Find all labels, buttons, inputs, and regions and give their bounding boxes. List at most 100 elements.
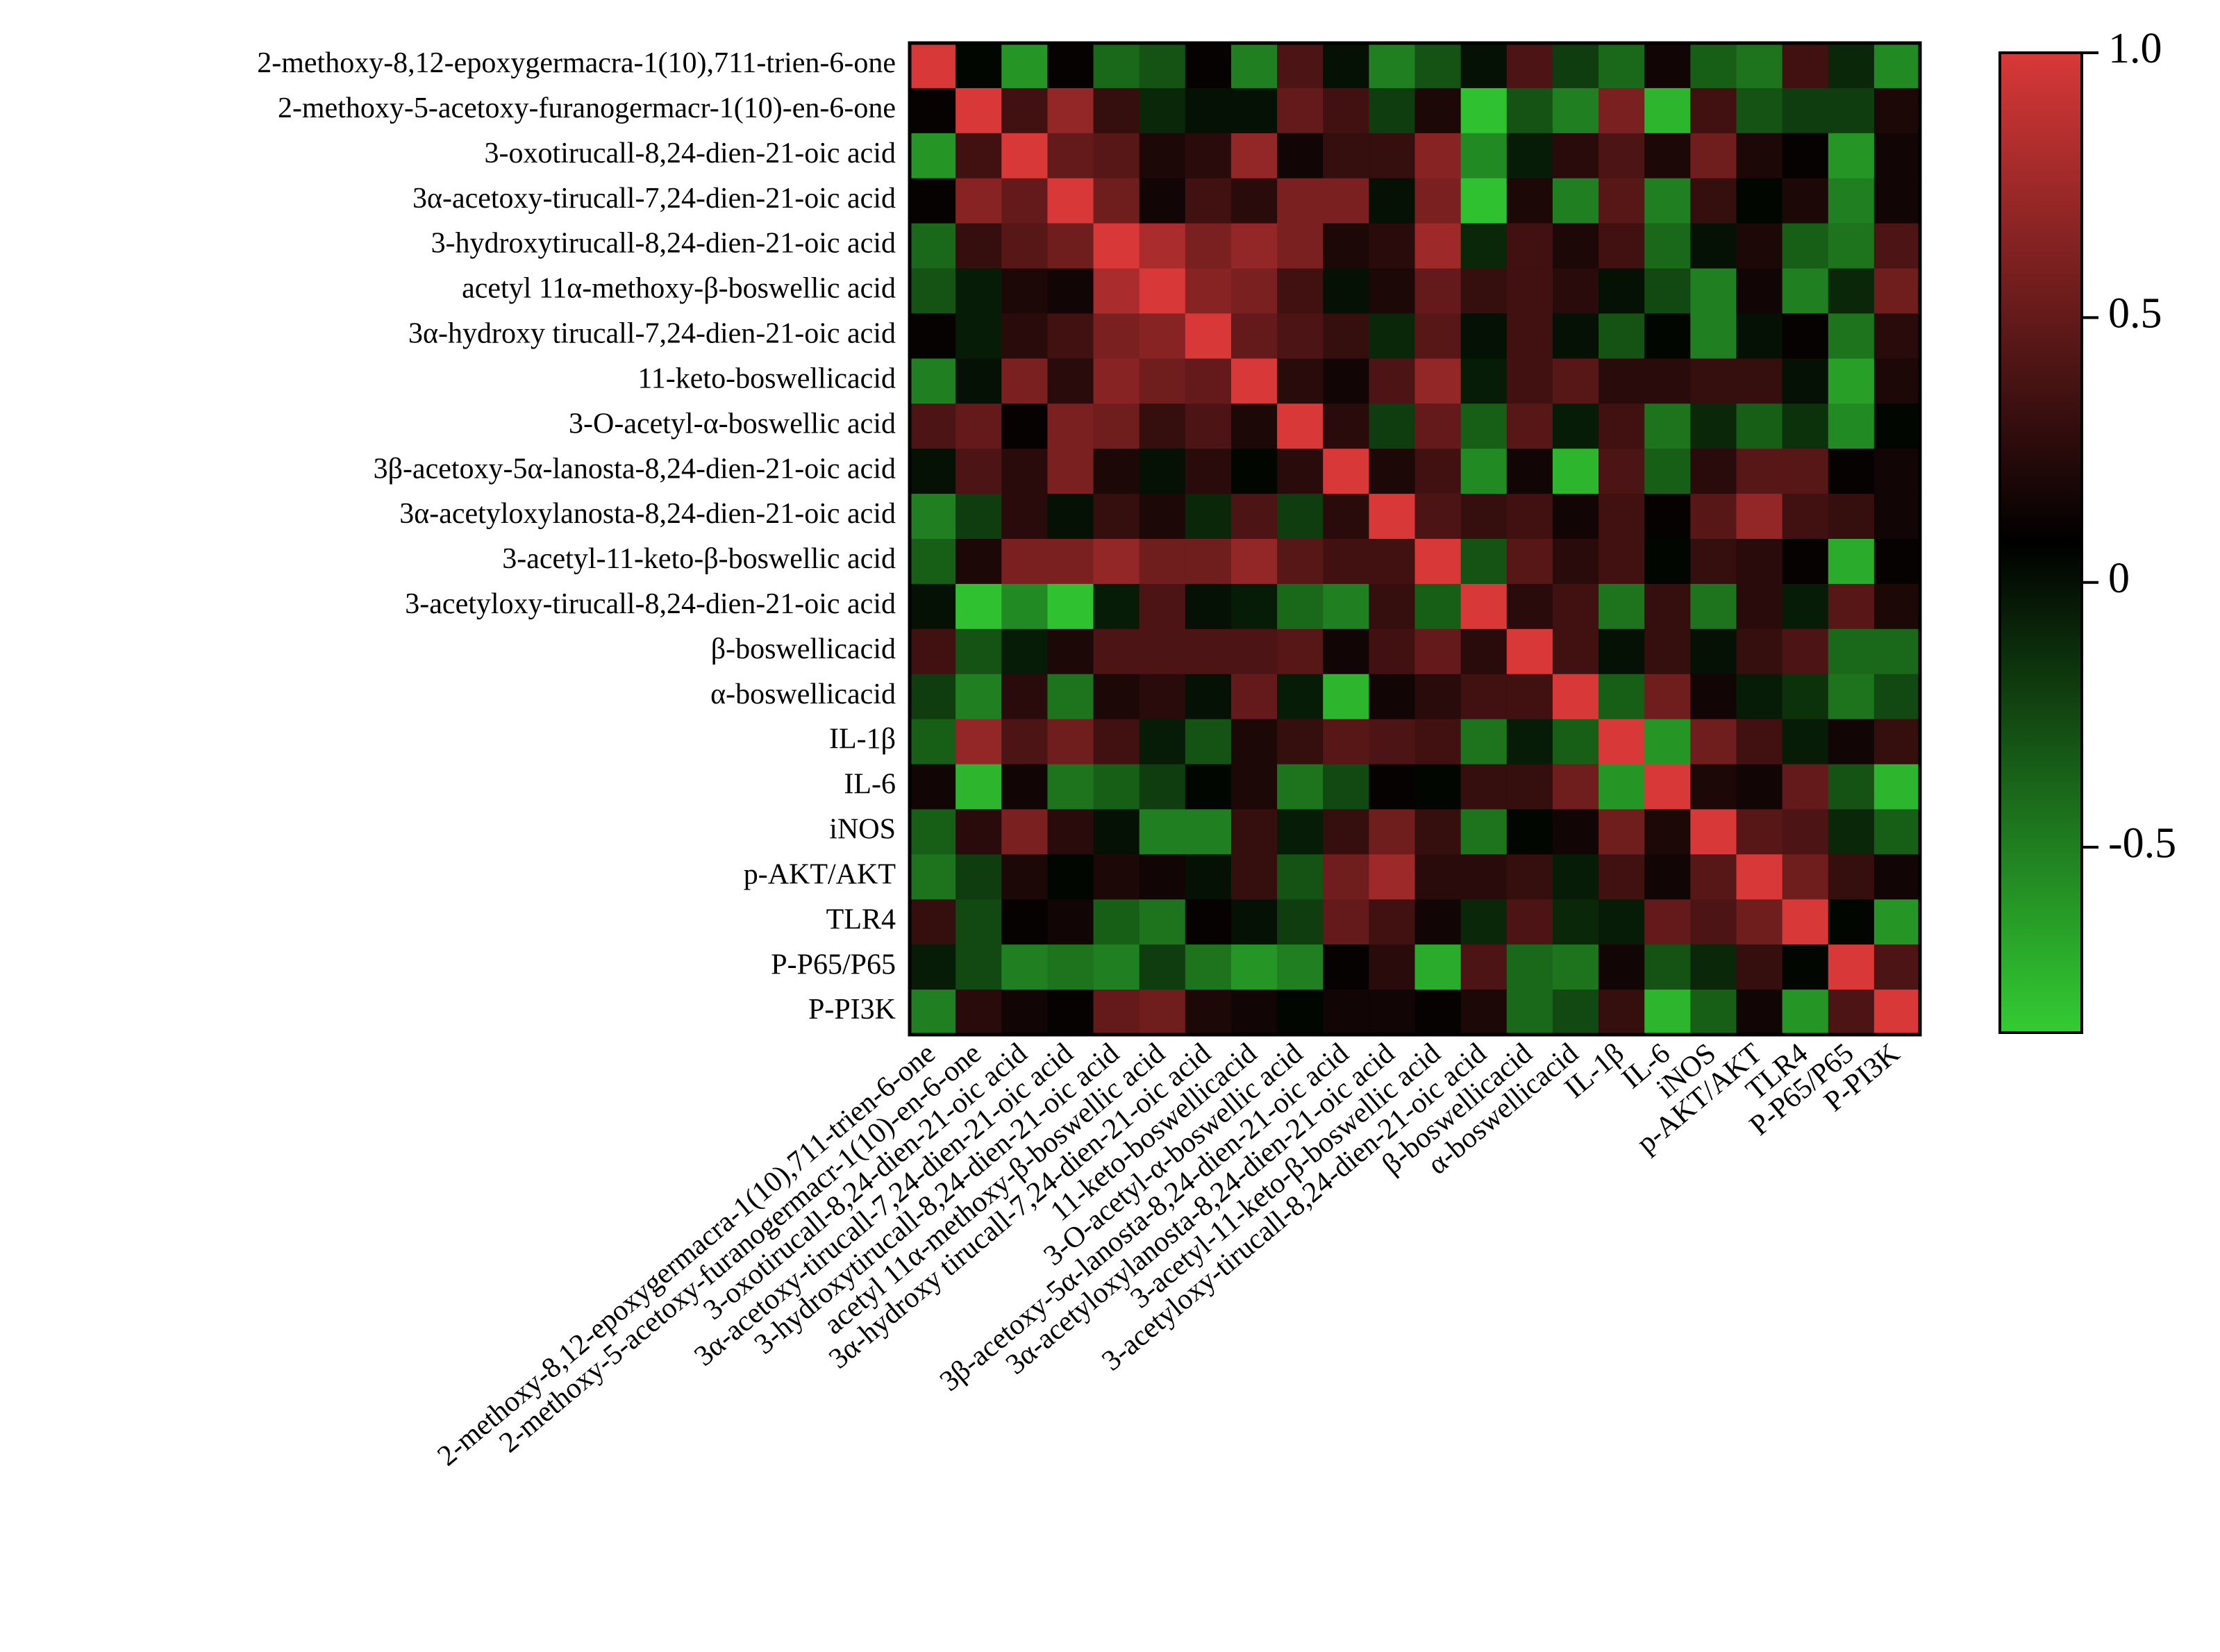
- cell: [1599, 178, 1645, 224]
- cell: [1552, 990, 1599, 1035]
- cell: [1185, 809, 1232, 855]
- cell: [910, 944, 956, 990]
- cell: [1414, 494, 1462, 540]
- cell: [1552, 133, 1599, 179]
- cell: [1460, 719, 1508, 765]
- cell: [1414, 628, 1462, 675]
- cell: [1139, 899, 1186, 945]
- cell: [1369, 133, 1415, 179]
- cell: [1506, 87, 1553, 134]
- cell: [910, 719, 956, 765]
- cell: [1736, 719, 1783, 765]
- cell: [1873, 854, 1921, 900]
- cell: [1185, 764, 1232, 810]
- y-tick-label: 3α-acetoxy-tirucall-7,24-dien-21-oic aci…: [412, 183, 896, 215]
- cell: [1736, 223, 1783, 269]
- cell: [1828, 87, 1875, 134]
- cell: [1369, 358, 1415, 404]
- cell: [1323, 178, 1369, 224]
- y-tick-label: 3-acetyl-11-keto-β-boswellic acid: [502, 543, 896, 575]
- cell: [1506, 899, 1553, 945]
- cell: [1093, 358, 1140, 404]
- cell: [1552, 944, 1599, 990]
- cell: [1599, 899, 1645, 945]
- cell: [910, 223, 956, 269]
- cell: [1506, 223, 1553, 269]
- y-tick-label: 3α-acetyloxylanosta-8,24-dien-21-oic aci…: [399, 498, 896, 530]
- cell: [1782, 944, 1829, 990]
- cell: [955, 583, 1002, 630]
- cell: [1369, 178, 1415, 224]
- cell: [1460, 403, 1508, 449]
- cell: [910, 43, 956, 89]
- cell: [1277, 178, 1324, 224]
- cell: [1644, 628, 1691, 675]
- cell: [1230, 494, 1278, 540]
- cell: [1093, 403, 1140, 449]
- cell: [1323, 313, 1369, 359]
- cell: [1001, 223, 1048, 269]
- cell: [1369, 944, 1415, 990]
- cell: [1644, 809, 1691, 855]
- cell: [1323, 944, 1369, 990]
- cell: [1414, 990, 1462, 1035]
- cell: [1230, 990, 1278, 1035]
- cell: [1736, 268, 1783, 314]
- cell: [1139, 178, 1186, 224]
- cell: [1323, 990, 1369, 1035]
- cell: [1690, 944, 1737, 990]
- cell: [1828, 313, 1875, 359]
- cell: [1047, 764, 1094, 810]
- cell: [1599, 628, 1645, 675]
- cell: [1506, 358, 1553, 404]
- cell: [1230, 719, 1278, 765]
- colorbar-tick-label: 1.0: [2108, 25, 2162, 72]
- cell: [1736, 449, 1783, 494]
- cell: [1782, 87, 1829, 134]
- cell: [1736, 358, 1783, 404]
- cell: [1323, 764, 1369, 810]
- cell: [1782, 133, 1829, 179]
- colorbar-tick-label: 0: [2108, 555, 2130, 602]
- cell: [1828, 133, 1875, 179]
- cell: [1828, 268, 1875, 314]
- cell: [955, 899, 1002, 945]
- cell: [1323, 43, 1369, 89]
- cell: [1277, 403, 1324, 449]
- cell: [1277, 223, 1324, 269]
- cell: [1552, 313, 1599, 359]
- cell: [910, 809, 956, 855]
- cell: [1230, 764, 1278, 810]
- y-tick-label: TLR4: [826, 903, 896, 935]
- cell: [910, 358, 956, 404]
- cell: [1552, 403, 1599, 449]
- cell: [1047, 809, 1094, 855]
- cell: [1323, 674, 1369, 720]
- cell: [1690, 313, 1737, 359]
- cell: [1460, 628, 1508, 675]
- cell: [1093, 43, 1140, 89]
- cell: [1873, 494, 1921, 540]
- cell: [1828, 223, 1875, 269]
- cell: [1460, 223, 1508, 269]
- cell: [1047, 268, 1094, 314]
- cell: [1230, 583, 1278, 630]
- cell: [1782, 358, 1829, 404]
- cell: [955, 719, 1002, 765]
- cell: [955, 854, 1002, 900]
- cell: [910, 764, 956, 810]
- cell: [1414, 268, 1462, 314]
- cell: [1139, 854, 1186, 900]
- cell: [1047, 178, 1094, 224]
- cell: [955, 494, 1002, 540]
- cell: [1093, 854, 1140, 900]
- cell: [1506, 313, 1553, 359]
- cell: [1782, 628, 1829, 675]
- cell: [910, 990, 956, 1035]
- cell: [1185, 628, 1232, 675]
- cell: [1230, 449, 1278, 494]
- cell: [1047, 854, 1094, 900]
- cell: [1599, 87, 1645, 134]
- cell: [1552, 583, 1599, 630]
- cell: [1506, 268, 1553, 314]
